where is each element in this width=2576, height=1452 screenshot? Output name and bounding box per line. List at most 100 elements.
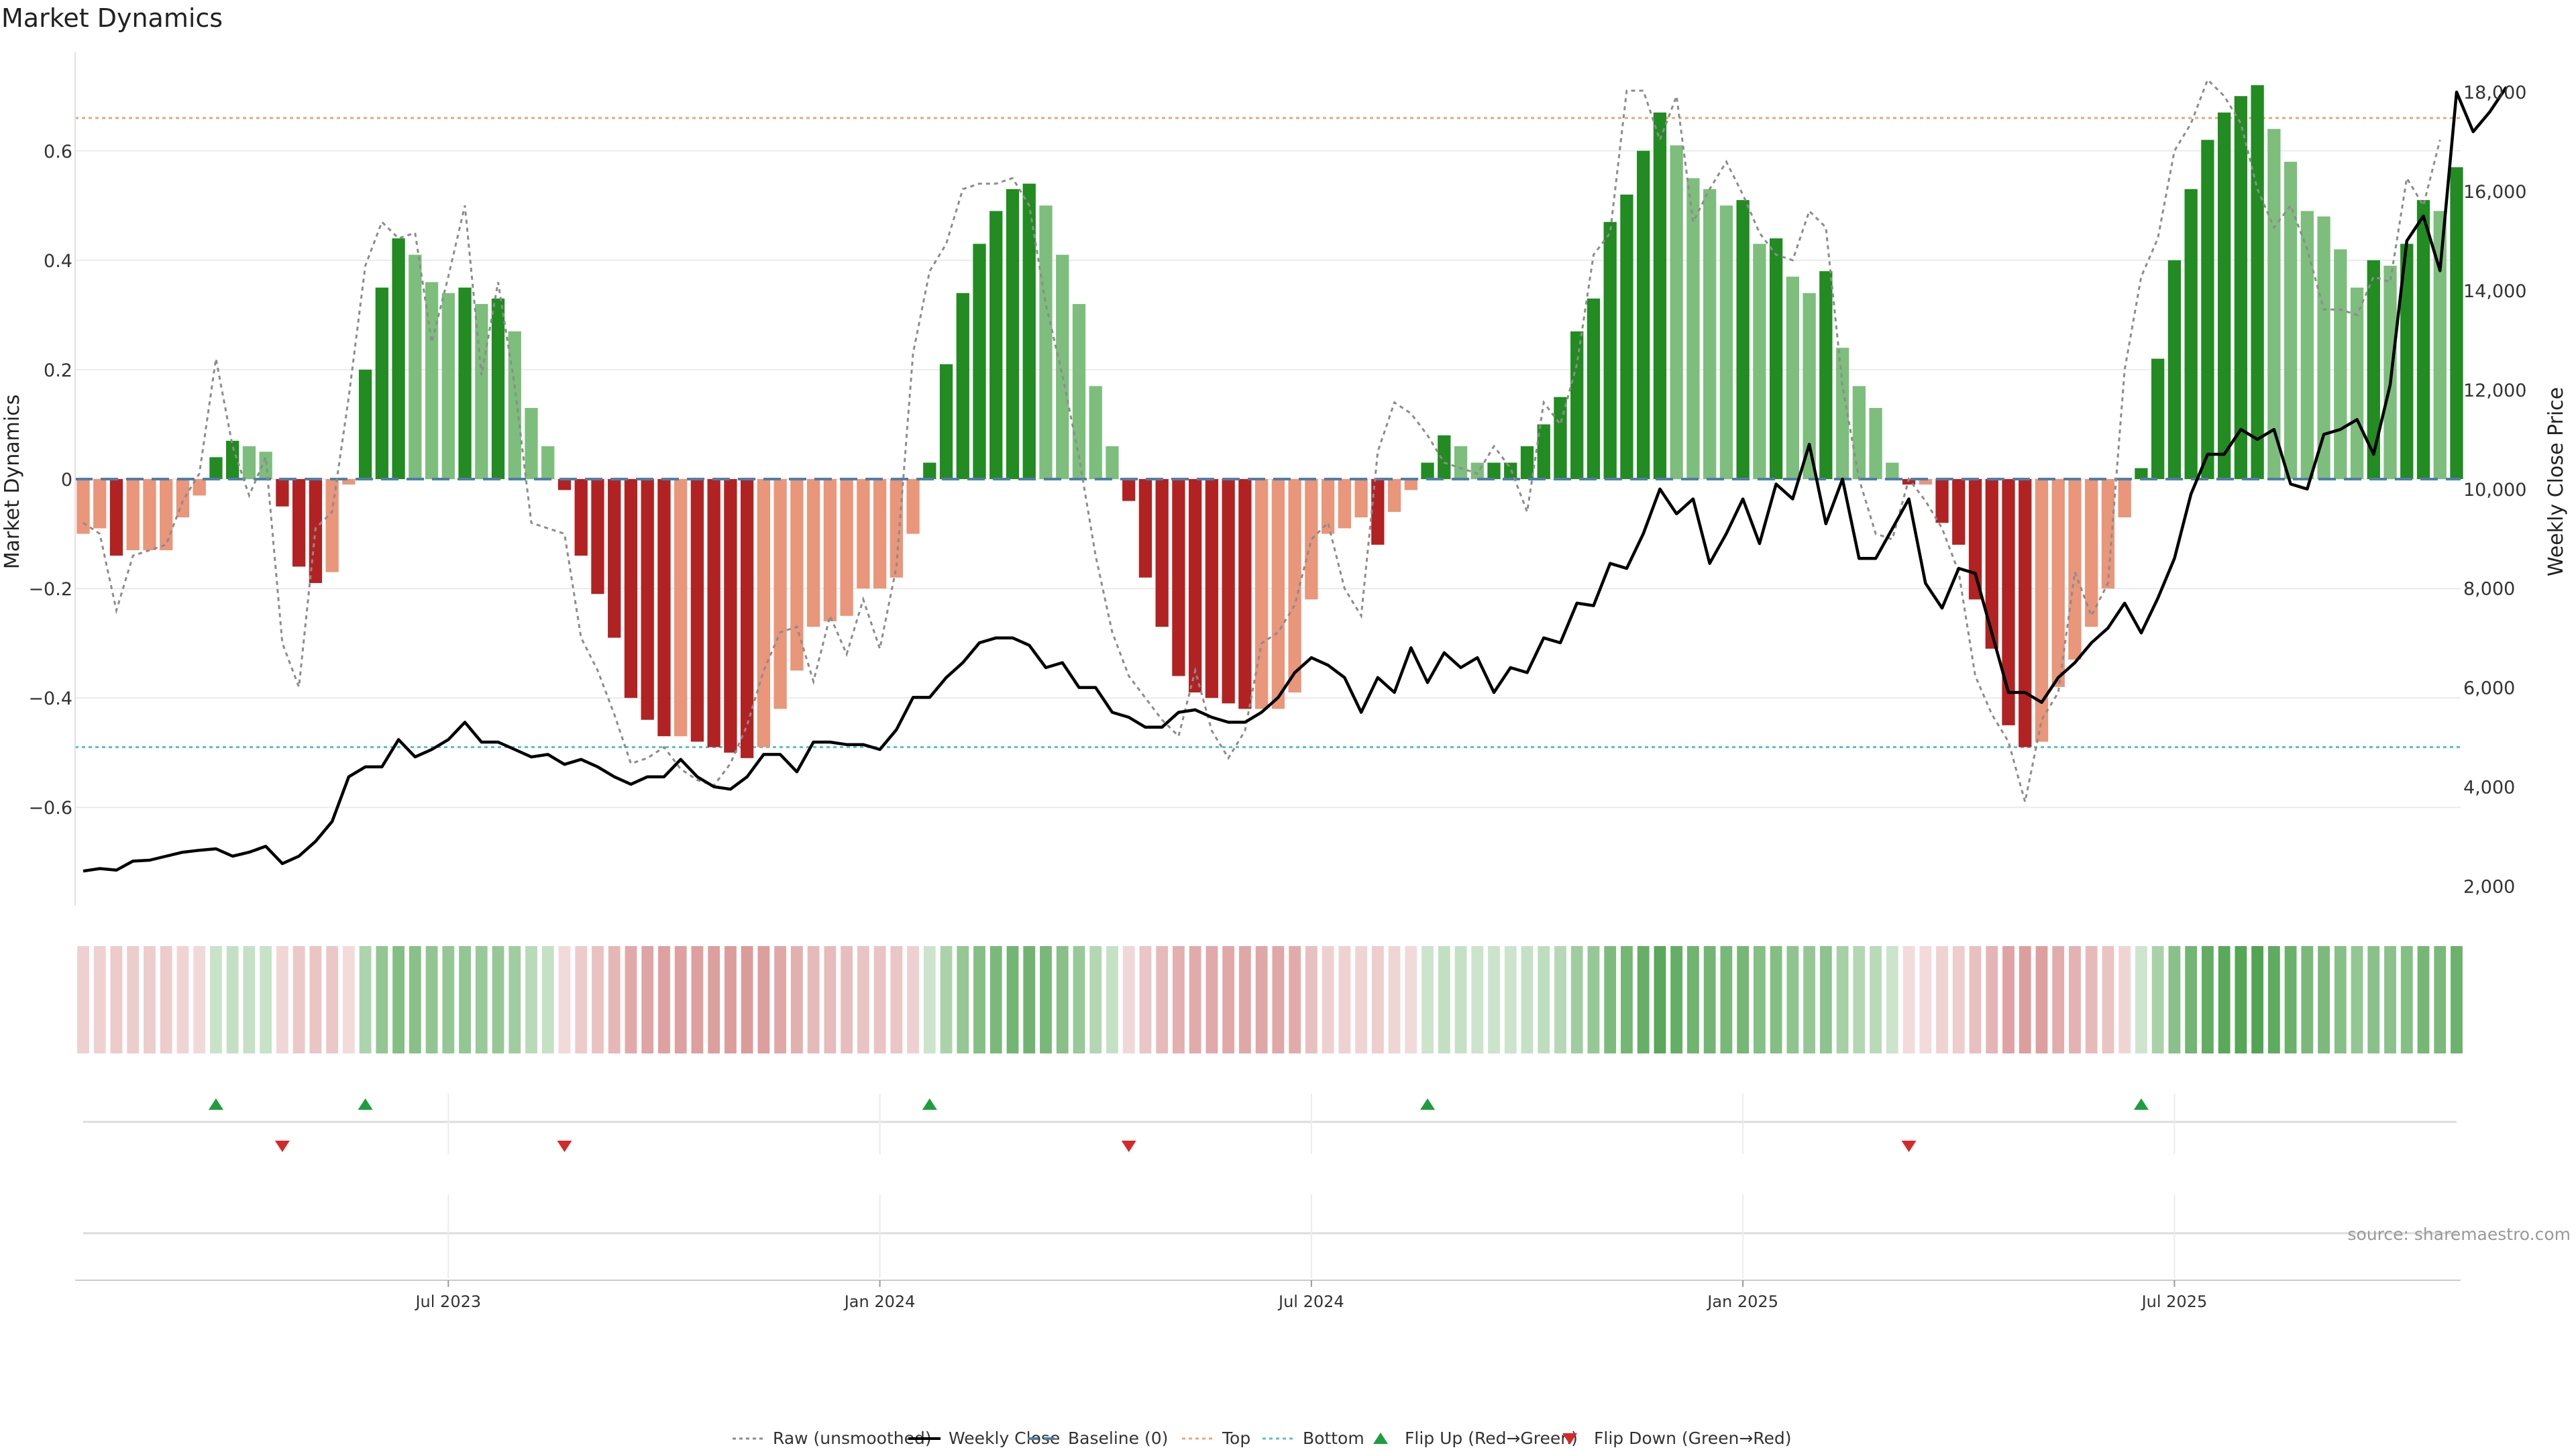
bar bbox=[2201, 140, 2214, 479]
bar bbox=[1271, 479, 1285, 709]
bar bbox=[1554, 397, 1567, 479]
bar bbox=[1686, 178, 1700, 479]
strip-cell bbox=[1969, 946, 1982, 1053]
bar bbox=[1637, 150, 1650, 479]
strip-cell bbox=[508, 946, 521, 1053]
strip-cell bbox=[1338, 946, 1351, 1053]
strip-cell bbox=[841, 946, 853, 1053]
bar bbox=[93, 479, 107, 529]
bar bbox=[624, 479, 638, 698]
strip-cell bbox=[1504, 946, 1517, 1053]
strip-cell bbox=[2118, 946, 2131, 1053]
flip-down-marker bbox=[274, 1141, 290, 1152]
flip-markers-panel bbox=[83, 1094, 2457, 1278]
strip-cell bbox=[824, 946, 837, 1053]
strip-cell bbox=[226, 946, 239, 1053]
strip-cell bbox=[1886, 946, 1898, 1053]
strip-cell bbox=[2400, 946, 2413, 1053]
bar bbox=[890, 479, 903, 578]
bar bbox=[109, 479, 123, 556]
bar bbox=[1354, 479, 1368, 518]
bar bbox=[2251, 85, 2264, 479]
strip-cell bbox=[1637, 946, 1650, 1053]
right-tick-label: 16,000 bbox=[2463, 182, 2526, 203]
bar bbox=[1670, 145, 1683, 479]
strip-cell bbox=[1836, 946, 1849, 1053]
strip-cell bbox=[2168, 946, 2181, 1053]
strip-cell bbox=[1952, 946, 1965, 1053]
bar bbox=[259, 452, 272, 479]
bar bbox=[1254, 479, 1269, 709]
right-tick-label: 4,000 bbox=[2463, 778, 2515, 798]
strip-cell bbox=[1289, 946, 1301, 1053]
x-axis: Jul 2023 Jan 2024 Jul 2024 Jan 2025 Jul 2025 bbox=[75, 1280, 2461, 1311]
bar bbox=[574, 479, 588, 556]
strip-cell bbox=[2417, 946, 2430, 1053]
bar bbox=[1371, 479, 1385, 545]
strip-cell bbox=[2069, 946, 2081, 1053]
bar bbox=[1520, 446, 1534, 479]
bar bbox=[1603, 221, 1617, 479]
bar bbox=[1653, 112, 1667, 479]
bar bbox=[591, 479, 604, 594]
bar bbox=[1587, 298, 1601, 479]
legend-item-baseline: Baseline (0) bbox=[1028, 1429, 1168, 1448]
bar bbox=[2416, 200, 2430, 479]
strip-cell bbox=[989, 946, 1002, 1053]
strip-cell bbox=[1853, 946, 1866, 1053]
legend-label: Raw (unsmoothed) bbox=[773, 1429, 932, 1448]
bar bbox=[375, 287, 388, 479]
strip-cell bbox=[77, 946, 89, 1053]
strip-cell bbox=[807, 946, 820, 1053]
bar bbox=[193, 479, 206, 496]
strip-cell bbox=[2201, 946, 2214, 1053]
flip-down-marker bbox=[1901, 1141, 1917, 1152]
strip-cell bbox=[1654, 946, 1666, 1053]
bar bbox=[2400, 244, 2414, 479]
bar bbox=[1039, 205, 1053, 479]
bar bbox=[143, 479, 156, 550]
bar bbox=[176, 479, 190, 518]
bar bbox=[939, 364, 953, 479]
bar bbox=[1106, 446, 1119, 479]
strip-cell bbox=[326, 946, 339, 1053]
strip-cell bbox=[2367, 946, 2380, 1053]
legend-item-top: Top bbox=[1182, 1429, 1250, 1448]
strip-cell bbox=[2251, 946, 2264, 1053]
bar bbox=[508, 331, 521, 479]
strip-cell bbox=[1421, 946, 1434, 1053]
strip-cell bbox=[2334, 946, 2347, 1053]
right-tick-label: 10,000 bbox=[2463, 480, 2526, 501]
legend: Raw (unsmoothed) Weekly Close Baseline (0)… bbox=[733, 1429, 1792, 1448]
bar bbox=[126, 479, 140, 550]
strip-cell bbox=[1438, 946, 1450, 1053]
legend-item-flip-up: Flip Up (Red→Green) bbox=[1373, 1429, 1578, 1448]
bar bbox=[1089, 386, 1102, 479]
flip-up-marker bbox=[358, 1098, 373, 1110]
bar bbox=[674, 479, 688, 737]
bar bbox=[2217, 112, 2231, 479]
strip-cell bbox=[757, 946, 770, 1053]
bar bbox=[276, 479, 289, 507]
bar bbox=[724, 479, 737, 753]
strip-cell bbox=[1272, 946, 1285, 1053]
bar bbox=[1736, 200, 1750, 479]
strip-cell bbox=[2351, 946, 2363, 1053]
strip-cell bbox=[1753, 946, 1766, 1053]
left-tick-label: 0 bbox=[61, 470, 72, 490]
strip-cell bbox=[1471, 946, 1484, 1053]
bar bbox=[242, 446, 256, 479]
bar bbox=[707, 479, 720, 747]
bar bbox=[1205, 479, 1219, 698]
strip-cell bbox=[1720, 946, 1733, 1053]
strip-cell bbox=[1803, 946, 1815, 1053]
strip-cell bbox=[409, 946, 421, 1053]
strip-cell bbox=[492, 946, 504, 1053]
strip-cell bbox=[608, 946, 621, 1053]
bar bbox=[741, 479, 754, 758]
strip-cell bbox=[1670, 946, 1683, 1053]
strip-cell bbox=[2384, 946, 2396, 1053]
strip-cell bbox=[592, 946, 604, 1053]
strip-cell bbox=[1305, 946, 1318, 1053]
strip-cell bbox=[1106, 946, 1118, 1053]
